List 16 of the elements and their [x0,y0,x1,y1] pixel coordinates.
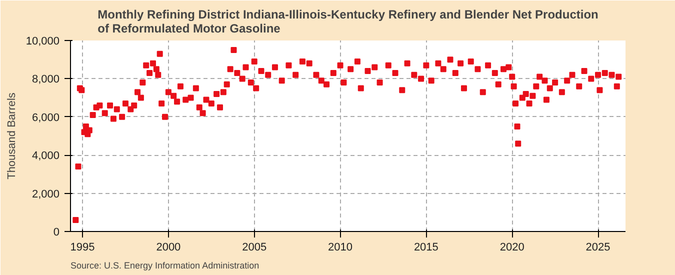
y-tick-label: 4,000 [32,150,60,162]
chart-title: Monthly Refining District Indiana-Illinois-Kentucky Refinery and Blender Net Production of Reformulated Motor Gasoline [98,8,598,36]
x-tick-label: 2010 [328,242,353,254]
y-tick-label: 10,000 [26,36,60,48]
x-tick-label: 1995 [70,242,95,254]
x-tick-label: 2020 [500,242,524,254]
source-note: Source: U.S. Energy Information Administration [70,260,260,270]
y-tick-label: 0 [53,226,60,238]
x-tick-label: 2015 [414,242,438,254]
x-tick-label: 2005 [242,242,267,254]
x-tick-label: 2000 [156,242,181,254]
y-tick-label: 6,000 [32,112,60,124]
y-tick-label: 2,000 [32,188,60,200]
y-tick-label: 8,000 [32,74,60,86]
x-tick-label: 2025 [586,242,610,254]
y-axis-title: Thousand Barrels [6,92,18,180]
